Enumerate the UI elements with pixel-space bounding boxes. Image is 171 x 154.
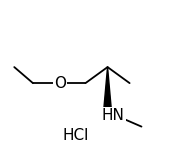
Text: HN: HN (102, 108, 124, 123)
Polygon shape (104, 67, 111, 109)
Text: O: O (54, 76, 66, 91)
Text: HCl: HCl (62, 128, 89, 143)
